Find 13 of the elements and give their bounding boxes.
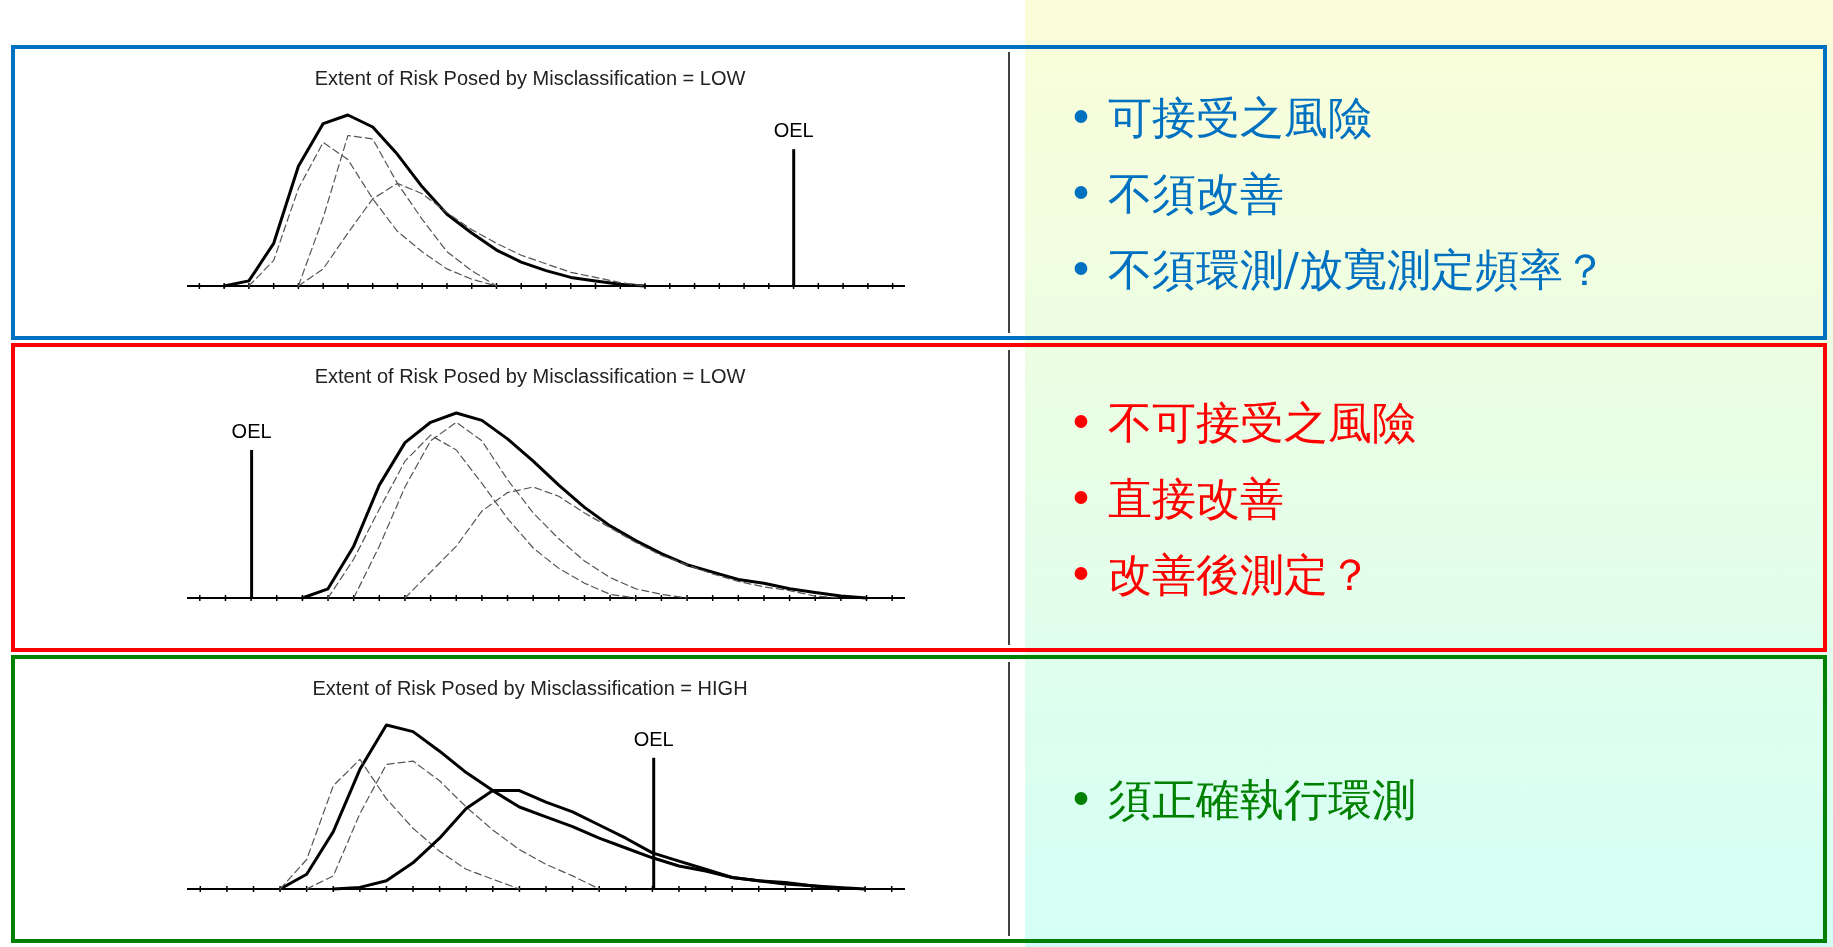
chart-title: Extent of Risk Posed by Misclassification = HIGH [312, 677, 748, 699]
text: • 改善後測定？ [1068, 548, 1372, 600]
text: • 不須改善 [1068, 167, 1284, 219]
annotation: OEL [231, 420, 272, 442]
text: • 直接改善 [1068, 472, 1284, 524]
text: • 不須環測/放寬測定頻率？ [1068, 243, 1607, 295]
chart-title: Extent of Risk Posed by Misclassification = LOW [314, 67, 746, 89]
annotation: OEL [773, 119, 814, 142]
text: • 可接受之風險 [1068, 91, 1372, 143]
annotation: OEL [633, 727, 674, 750]
chart-title: Extent of Risk Posed by Misclassification = LOW [314, 365, 746, 387]
text: • 須正確執行環測 [1068, 774, 1416, 825]
text: • 不可接受之風險 [1068, 396, 1416, 448]
